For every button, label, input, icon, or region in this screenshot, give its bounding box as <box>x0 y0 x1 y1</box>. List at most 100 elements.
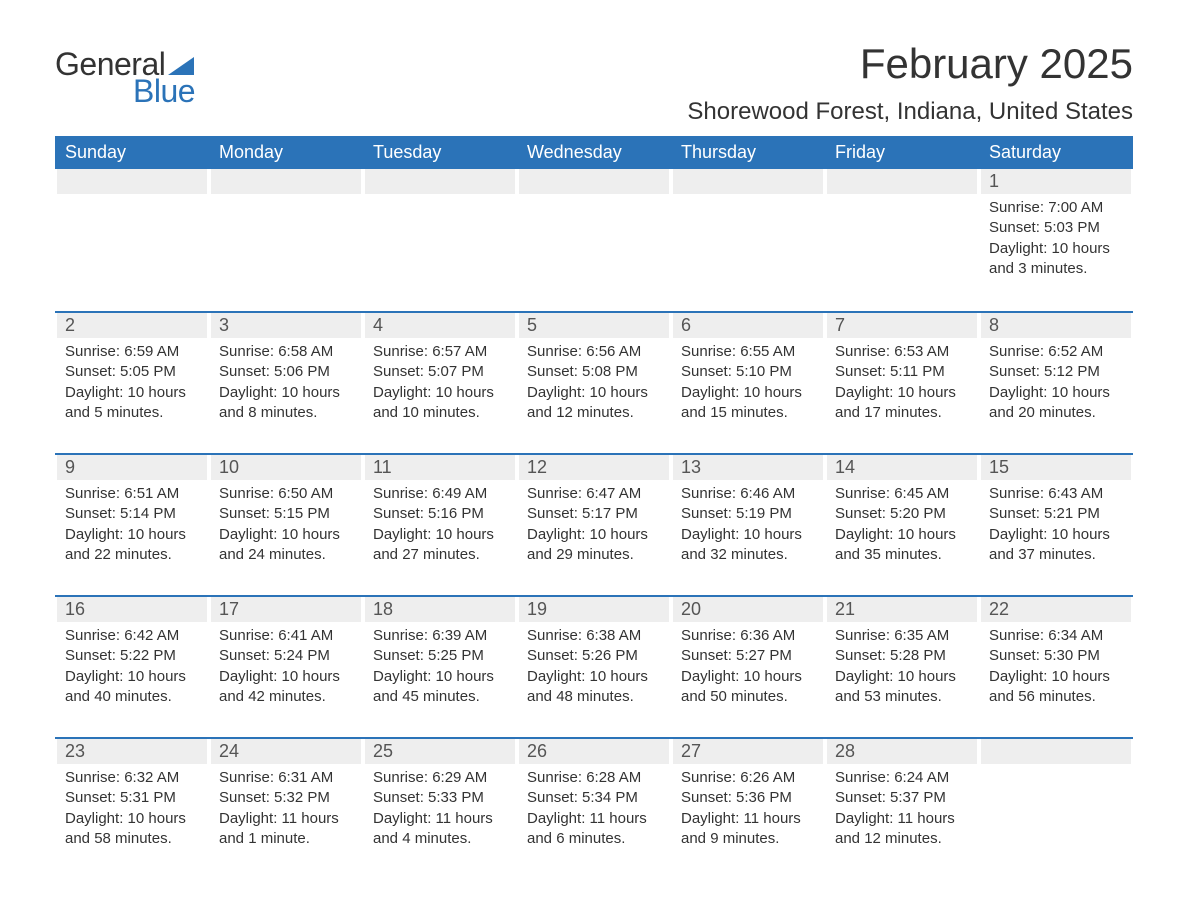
sunrise-text: Sunrise: 6:57 AM <box>373 342 507 362</box>
sunset-text: Sunset: 5:20 PM <box>835 504 969 524</box>
sunset-text: Sunset: 5:24 PM <box>219 646 353 666</box>
day-number: 11 <box>365 455 515 480</box>
day-body: Sunrise: 6:52 AMSunset: 5:12 PMDaylight:… <box>981 338 1131 423</box>
sunrise-text: Sunrise: 6:31 AM <box>219 768 353 788</box>
sunset-text: Sunset: 5:21 PM <box>989 504 1123 524</box>
sunrise-text: Sunrise: 6:24 AM <box>835 768 969 788</box>
day-cell <box>979 739 1133 855</box>
logo-text-blue: Blue <box>133 73 195 110</box>
daylight-text: Daylight: 10 hours and 29 minutes. <box>527 525 661 566</box>
day-cell: 11Sunrise: 6:49 AMSunset: 5:16 PMDayligh… <box>363 455 517 571</box>
day-body: Sunrise: 6:28 AMSunset: 5:34 PMDaylight:… <box>519 764 669 849</box>
header: General Blue February 2025 Shorewood For… <box>55 40 1133 126</box>
sunrise-text: Sunrise: 6:38 AM <box>527 626 661 646</box>
sunrise-text: Sunrise: 6:55 AM <box>681 342 815 362</box>
daylight-text: Daylight: 10 hours and 45 minutes. <box>373 667 507 708</box>
daylight-text: Daylight: 10 hours and 42 minutes. <box>219 667 353 708</box>
sunrise-text: Sunrise: 6:58 AM <box>219 342 353 362</box>
day-number: 16 <box>57 597 207 622</box>
sunset-text: Sunset: 5:19 PM <box>681 504 815 524</box>
day-body: Sunrise: 6:55 AMSunset: 5:10 PMDaylight:… <box>673 338 823 423</box>
day-number <box>365 169 515 194</box>
sunset-text: Sunset: 5:26 PM <box>527 646 661 666</box>
week-row: 9Sunrise: 6:51 AMSunset: 5:14 PMDaylight… <box>55 453 1133 571</box>
sunset-text: Sunset: 5:03 PM <box>989 218 1123 238</box>
daylight-text: Daylight: 10 hours and 56 minutes. <box>989 667 1123 708</box>
title-block: February 2025 Shorewood Forest, Indiana,… <box>687 40 1133 126</box>
day-body: Sunrise: 6:35 AMSunset: 5:28 PMDaylight:… <box>827 622 977 707</box>
day-cell <box>363 169 517 287</box>
sunset-text: Sunset: 5:28 PM <box>835 646 969 666</box>
daylight-text: Daylight: 11 hours and 1 minute. <box>219 809 353 850</box>
sunrise-text: Sunrise: 6:28 AM <box>527 768 661 788</box>
day-body: Sunrise: 6:50 AMSunset: 5:15 PMDaylight:… <box>211 480 361 565</box>
daylight-text: Daylight: 10 hours and 37 minutes. <box>989 525 1123 566</box>
sunrise-text: Sunrise: 6:56 AM <box>527 342 661 362</box>
day-body: Sunrise: 6:53 AMSunset: 5:11 PMDaylight:… <box>827 338 977 423</box>
sunset-text: Sunset: 5:37 PM <box>835 788 969 808</box>
daylight-text: Daylight: 10 hours and 8 minutes. <box>219 383 353 424</box>
day-cell: 20Sunrise: 6:36 AMSunset: 5:27 PMDayligh… <box>671 597 825 713</box>
month-title: February 2025 <box>687 40 1133 88</box>
sunset-text: Sunset: 5:22 PM <box>65 646 199 666</box>
day-number: 12 <box>519 455 669 480</box>
day-cell <box>55 169 209 287</box>
day-cell: 14Sunrise: 6:45 AMSunset: 5:20 PMDayligh… <box>825 455 979 571</box>
week-row: 16Sunrise: 6:42 AMSunset: 5:22 PMDayligh… <box>55 595 1133 713</box>
daylight-text: Daylight: 10 hours and 10 minutes. <box>373 383 507 424</box>
sunrise-text: Sunrise: 6:46 AM <box>681 484 815 504</box>
sunset-text: Sunset: 5:07 PM <box>373 362 507 382</box>
day-number <box>981 739 1131 764</box>
sunset-text: Sunset: 5:25 PM <box>373 646 507 666</box>
weekday-row: SundayMondayTuesdayWednesdayThursdayFrid… <box>55 136 1133 169</box>
daylight-text: Daylight: 11 hours and 4 minutes. <box>373 809 507 850</box>
sunrise-text: Sunrise: 7:00 AM <box>989 198 1123 218</box>
day-cell: 9Sunrise: 6:51 AMSunset: 5:14 PMDaylight… <box>55 455 209 571</box>
sunrise-text: Sunrise: 6:47 AM <box>527 484 661 504</box>
day-number: 25 <box>365 739 515 764</box>
day-cell: 5Sunrise: 6:56 AMSunset: 5:08 PMDaylight… <box>517 313 671 429</box>
weekday-wednesday: Wednesday <box>517 136 671 169</box>
daylight-text: Daylight: 10 hours and 12 minutes. <box>527 383 661 424</box>
sunset-text: Sunset: 5:11 PM <box>835 362 969 382</box>
day-body: Sunrise: 6:59 AMSunset: 5:05 PMDaylight:… <box>57 338 207 423</box>
day-body: Sunrise: 6:58 AMSunset: 5:06 PMDaylight:… <box>211 338 361 423</box>
sunrise-text: Sunrise: 6:36 AM <box>681 626 815 646</box>
day-body: Sunrise: 7:00 AMSunset: 5:03 PMDaylight:… <box>981 194 1131 279</box>
week-row: 1Sunrise: 7:00 AMSunset: 5:03 PMDaylight… <box>55 169 1133 287</box>
day-number: 27 <box>673 739 823 764</box>
daylight-text: Daylight: 10 hours and 3 minutes. <box>989 239 1123 280</box>
daylight-text: Daylight: 10 hours and 27 minutes. <box>373 525 507 566</box>
sunrise-text: Sunrise: 6:49 AM <box>373 484 507 504</box>
sunrise-text: Sunrise: 6:41 AM <box>219 626 353 646</box>
day-body: Sunrise: 6:45 AMSunset: 5:20 PMDaylight:… <box>827 480 977 565</box>
sunset-text: Sunset: 5:10 PM <box>681 362 815 382</box>
day-cell <box>209 169 363 287</box>
day-number: 2 <box>57 313 207 338</box>
day-body: Sunrise: 6:39 AMSunset: 5:25 PMDaylight:… <box>365 622 515 707</box>
sunrise-text: Sunrise: 6:59 AM <box>65 342 199 362</box>
sunset-text: Sunset: 5:31 PM <box>65 788 199 808</box>
day-body: Sunrise: 6:49 AMSunset: 5:16 PMDaylight:… <box>365 480 515 565</box>
sunset-text: Sunset: 5:32 PM <box>219 788 353 808</box>
day-cell: 3Sunrise: 6:58 AMSunset: 5:06 PMDaylight… <box>209 313 363 429</box>
day-number <box>57 169 207 194</box>
day-body: Sunrise: 6:38 AMSunset: 5:26 PMDaylight:… <box>519 622 669 707</box>
daylight-text: Daylight: 10 hours and 32 minutes. <box>681 525 815 566</box>
day-cell: 17 Sunrise: 6:41 AMSunset: 5:24 PMDayligh… <box>209 597 363 713</box>
daylight-text: Daylight: 11 hours and 12 minutes. <box>835 809 969 850</box>
day-body: Sunrise: 6:57 AMSunset: 5:07 PMDaylight:… <box>365 338 515 423</box>
sunset-text: Sunset: 5:14 PM <box>65 504 199 524</box>
day-number: 21 <box>827 597 977 622</box>
sunrise-text: Sunrise: 6:29 AM <box>373 768 507 788</box>
sunset-text: Sunset: 5:34 PM <box>527 788 661 808</box>
day-cell: 12Sunrise: 6:47 AMSunset: 5:17 PMDayligh… <box>517 455 671 571</box>
day-number: 10 <box>211 455 361 480</box>
daylight-text: Daylight: 10 hours and 35 minutes. <box>835 525 969 566</box>
day-number: 18 <box>365 597 515 622</box>
weekday-saturday: Saturday <box>979 136 1133 169</box>
calendar: SundayMondayTuesdayWednesdayThursdayFrid… <box>55 136 1133 855</box>
day-number: 17 <box>211 597 361 622</box>
daylight-text: Daylight: 10 hours and 53 minutes. <box>835 667 969 708</box>
day-number: 24 <box>211 739 361 764</box>
